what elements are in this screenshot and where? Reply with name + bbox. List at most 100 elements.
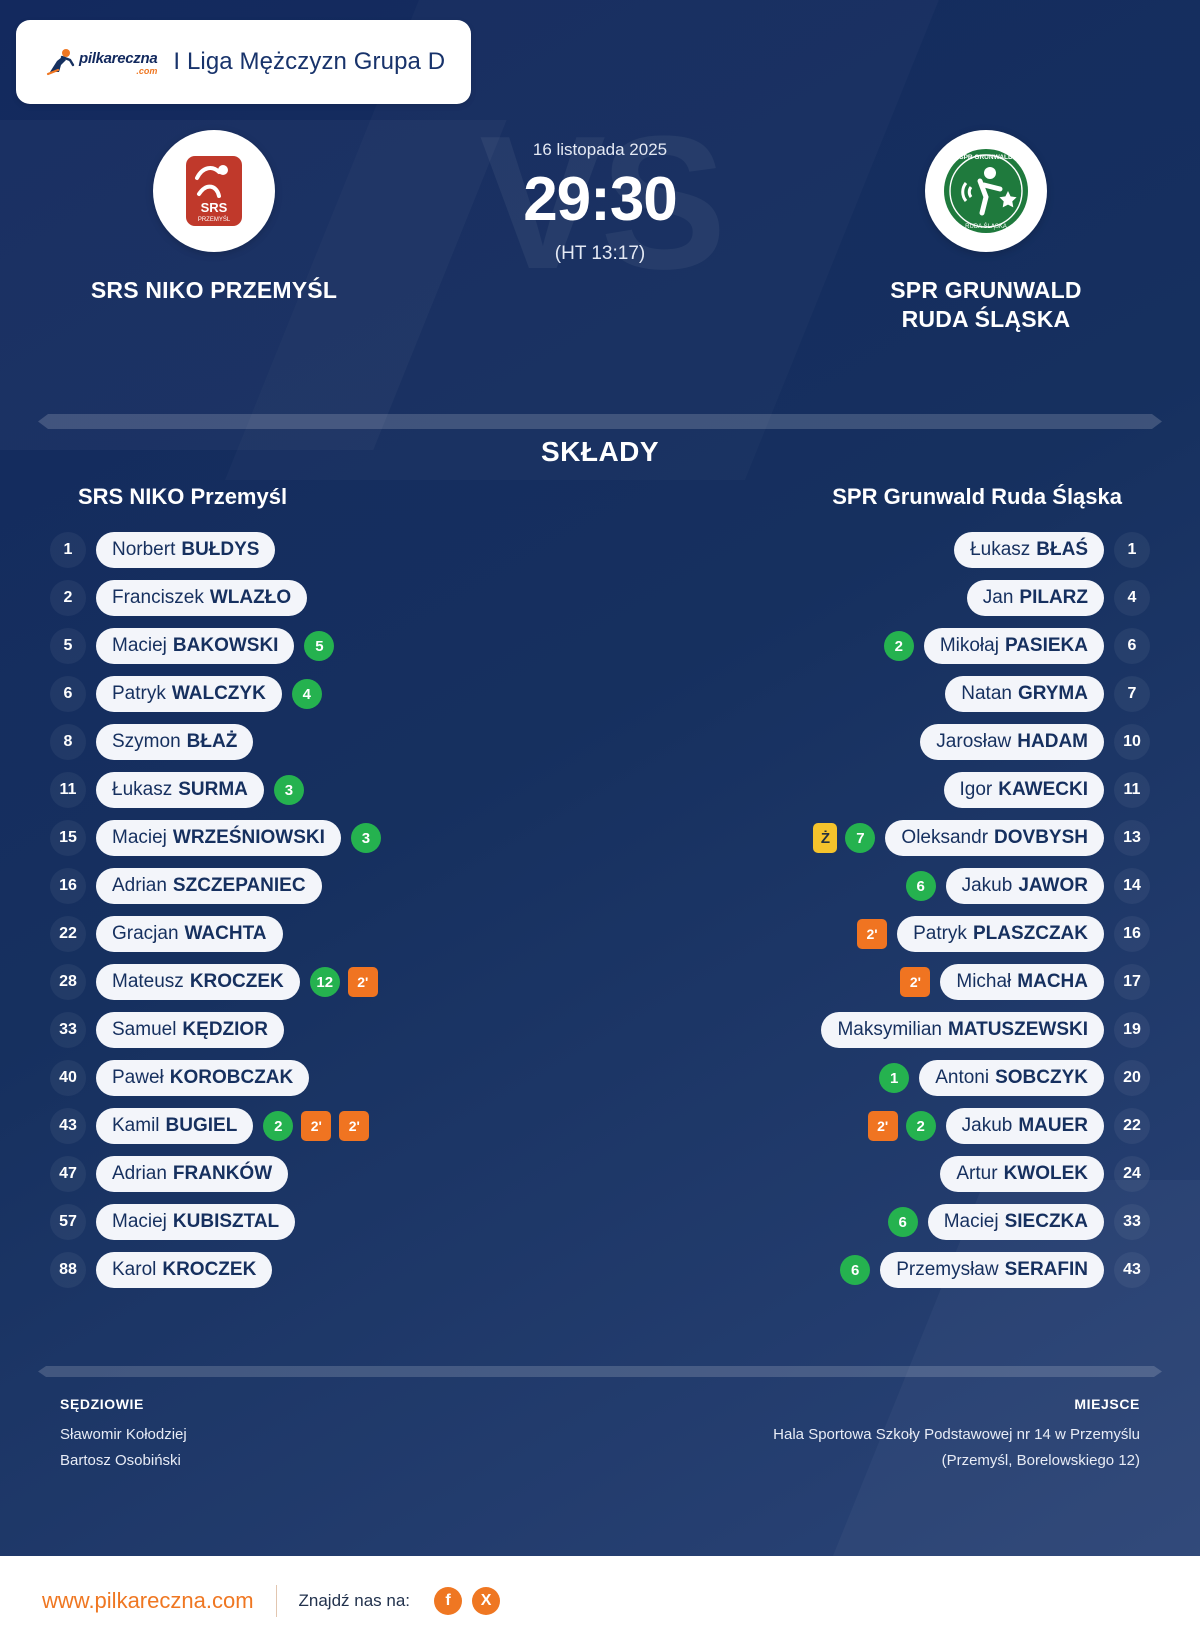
- player-first-name: Patryk: [913, 923, 967, 944]
- player-last-name: KROCZEK: [189, 971, 284, 992]
- player-jersey-number: 88: [50, 1252, 86, 1288]
- player-name-pill[interactable]: Jarosław HADAM: [920, 724, 1104, 760]
- away-lineup-heading: SPR Grunwald Ruda Śląska: [832, 484, 1122, 509]
- player-name-pill[interactable]: Kamil BUGIEL: [96, 1108, 254, 1144]
- player-badges: 3: [273, 775, 304, 805]
- player-first-name: Maciej: [112, 635, 167, 656]
- player-name-pill[interactable]: Mateusz KROCZEK: [96, 964, 300, 1000]
- player-row: 8 Szymon BŁAŻ: [50, 718, 570, 766]
- player-jersey-number: 43: [1114, 1252, 1150, 1288]
- player-jersey-number: 15: [50, 820, 86, 856]
- player-badges: 2: [883, 631, 914, 661]
- player-name-pill[interactable]: Jakub MAUER: [945, 1108, 1104, 1144]
- player-name-pill[interactable]: Maksymilian MATUSZEWSKI: [821, 1012, 1104, 1048]
- player-last-name: KĘDZIOR: [182, 1019, 268, 1040]
- player-name-pill[interactable]: Maciej BAKOWSKI: [96, 628, 295, 664]
- player-name-pill[interactable]: Jakub JAWOR: [945, 868, 1104, 904]
- player-name-pill[interactable]: Michał MACHA: [940, 964, 1104, 1000]
- player-last-name: JAWOR: [1018, 875, 1088, 896]
- player-badges: 5: [304, 631, 335, 661]
- suspension-badge: 2': [347, 967, 378, 997]
- player-first-name: Jakub: [961, 1115, 1013, 1136]
- vs-watermark: VS: [479, 97, 726, 309]
- match-halftime-score: (HT 13:17): [554, 243, 646, 265]
- player-last-name: MAUER: [1018, 1115, 1088, 1136]
- player-row: 13 Oleksandr DOVBYSH 7 Ż: [630, 814, 1150, 862]
- player-name-pill[interactable]: Adrian FRANKÓW: [96, 1156, 289, 1192]
- player-name-pill[interactable]: Paweł KOROBCZAK: [96, 1060, 310, 1096]
- player-name-pill[interactable]: Norbert BUŁDYS: [96, 532, 276, 568]
- player-jersey-number: 4: [1114, 580, 1150, 616]
- player-name-pill[interactable]: Oleksandr DOVBYSH: [885, 820, 1104, 856]
- player-name-pill[interactable]: Artur KWOLEK: [940, 1156, 1104, 1192]
- find-us-label: Znajdź nas na:: [298, 1591, 411, 1610]
- player-first-name: Przemysław: [896, 1259, 999, 1280]
- lineups-container: SRS NIKO Przemyśl 1 Norbert BUŁDYS 2 Francis…: [0, 484, 1200, 1294]
- player-first-name: Jakub: [961, 875, 1013, 896]
- player-name-pill[interactable]: Mikołaj PASIEKA: [923, 628, 1104, 664]
- player-badges: 2 2' 2': [263, 1111, 370, 1141]
- player-name-pill[interactable]: Jan PILARZ: [966, 580, 1104, 616]
- footer-divider: [38, 1366, 1162, 1377]
- player-name-pill[interactable]: Karol KROCZEK: [96, 1252, 273, 1288]
- player-first-name: Maksymilian: [837, 1019, 942, 1040]
- player-jersey-number: 33: [1114, 1204, 1150, 1240]
- player-last-name: GRYMA: [1017, 683, 1088, 704]
- bottom-bar-separator: [275, 1585, 277, 1617]
- player-badges: 1: [879, 1063, 910, 1093]
- player-first-name: Patryk: [112, 683, 166, 704]
- player-name-pill[interactable]: Maciej KUBISZTAL: [96, 1204, 296, 1240]
- player-name-pill[interactable]: Franciszek WLAZŁO: [96, 580, 308, 616]
- player-name-pill[interactable]: Gracjan WACHTA: [96, 916, 283, 952]
- player-name-pill[interactable]: Przemysław SERAFIN: [880, 1252, 1104, 1288]
- player-first-name: Kamil: [112, 1115, 160, 1136]
- player-name-pill[interactable]: Antoni SOBCZYK: [919, 1060, 1104, 1096]
- player-name-pill[interactable]: Maciej SIECZKA: [927, 1204, 1104, 1240]
- player-row: 7 Natan GRYMA: [630, 670, 1150, 718]
- player-last-name: BUŁDYS: [181, 539, 260, 560]
- match-final-score: 29:30: [523, 165, 678, 234]
- goals-badge: 12: [309, 967, 340, 997]
- goals-badge: 6: [887, 1207, 918, 1237]
- away-team-name-line1: SPR GRUNWALD: [890, 277, 1082, 303]
- player-name-pill[interactable]: Łukasz BŁAŚ: [954, 532, 1104, 568]
- player-first-name: Szymon: [112, 731, 181, 752]
- x-twitter-icon[interactable]: X: [472, 1587, 501, 1615]
- player-first-name: Łukasz: [970, 539, 1031, 560]
- player-last-name: KWOLEK: [1003, 1163, 1088, 1184]
- player-name-pill[interactable]: Patryk WALCZYK: [96, 676, 282, 712]
- player-last-name: HADAM: [1017, 731, 1088, 752]
- site-url-link[interactable]: www.pilkareczna.com: [42, 1588, 254, 1613]
- facebook-icon[interactable]: f: [434, 1587, 463, 1615]
- suspension-badge: 2': [301, 1111, 332, 1141]
- player-first-name: Mateusz: [112, 971, 184, 992]
- player-name-pill[interactable]: Szymon BŁAŻ: [96, 724, 254, 760]
- player-jersey-number: 5: [50, 628, 86, 664]
- player-name-pill[interactable]: Samuel KĘDZIOR: [96, 1012, 284, 1048]
- player-name-pill[interactable]: Igor KAWECKI: [943, 772, 1104, 808]
- player-row: 43 Przemysław SERAFIN 6: [630, 1246, 1150, 1294]
- player-name-pill[interactable]: Patryk PLASZCZAK: [897, 916, 1104, 952]
- goals-badge: 4: [291, 679, 322, 709]
- player-name-pill[interactable]: Łukasz SURMA: [96, 772, 264, 808]
- player-jersey-number: 2: [50, 580, 86, 616]
- player-row: 16 Adrian SZCZEPANIEC: [50, 862, 570, 910]
- player-first-name: Adrian: [112, 1163, 167, 1184]
- player-row: 11 Łukasz SURMA 3: [50, 766, 570, 814]
- handball-player-icon: [46, 49, 75, 76]
- player-first-name: Oleksandr: [901, 827, 989, 848]
- away-lineup-column: SPR Grunwald Ruda Śląska 1 Łukasz BŁAŚ 4 Jan…: [630, 484, 1150, 1294]
- home-team-crest: SRS PRZEMYŚL: [153, 130, 275, 252]
- player-name-pill[interactable]: Natan GRYMA: [945, 676, 1104, 712]
- player-name-pill[interactable]: Maciej WRZEŚNIOWSKI: [96, 820, 341, 856]
- player-name-pill[interactable]: Adrian SZCZEPANIEC: [96, 868, 322, 904]
- player-row: 47 Adrian FRANKÓW: [50, 1150, 570, 1198]
- player-first-name: Paweł: [112, 1067, 164, 1088]
- player-last-name: DOVBYSH: [994, 827, 1088, 848]
- player-row: 1 Łukasz BŁAŚ: [630, 526, 1150, 574]
- srs-przemysl-crest-icon: SRS PRZEMYŚL: [186, 156, 242, 226]
- player-row: 15 Maciej WRZEŚNIOWSKI 3: [50, 814, 570, 862]
- svg-text:SPR GRUNWALD: SPR GRUNWALD: [959, 154, 1013, 161]
- player-first-name: Adrian: [112, 875, 167, 896]
- player-jersey-number: 33: [50, 1012, 86, 1048]
